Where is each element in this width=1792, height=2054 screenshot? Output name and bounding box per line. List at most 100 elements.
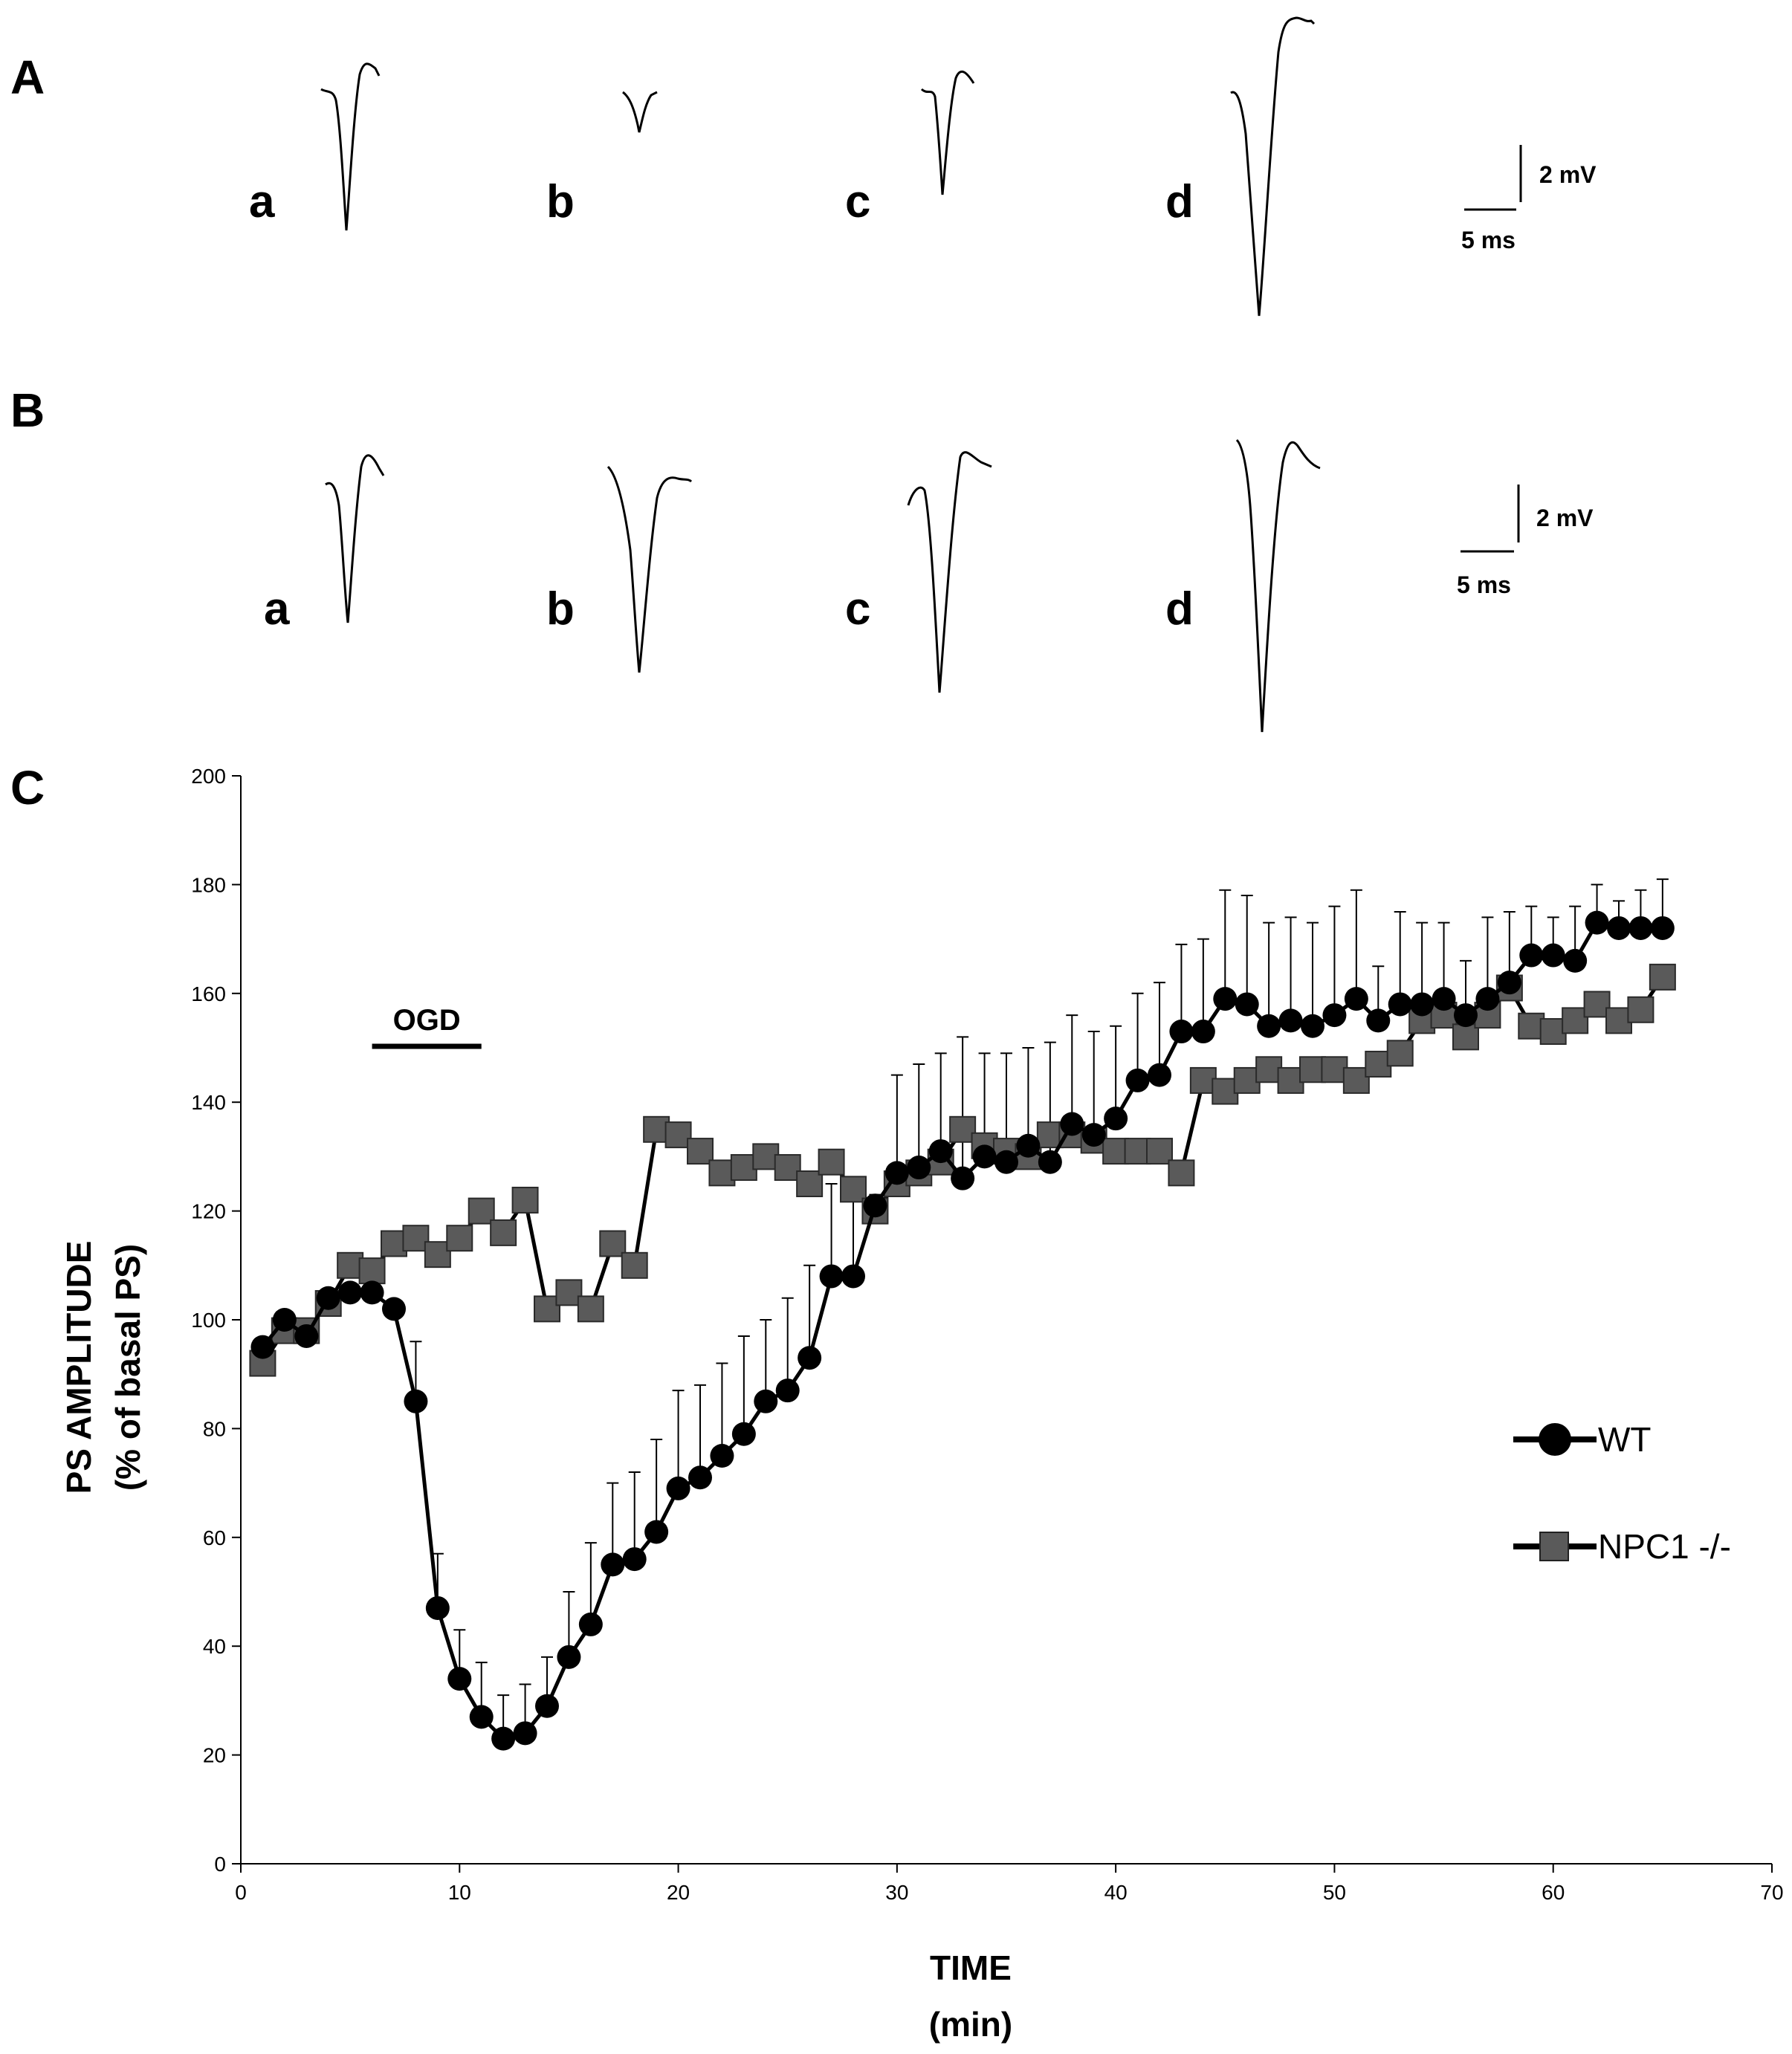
x-tick-label: 40 [1104, 1881, 1128, 1904]
wt-point [1475, 987, 1500, 1011]
panel-b-traces [325, 438, 1321, 733]
panel-a-trace-c [920, 70, 975, 195]
panel-b-trace-label-c: c [845, 583, 870, 635]
panel-c-letter: C [10, 761, 45, 814]
npc1-point [490, 1219, 517, 1246]
wt-point [666, 1476, 690, 1500]
wt-point [272, 1308, 297, 1332]
npc1-point [708, 1159, 736, 1187]
npc1-point [1539, 1018, 1567, 1046]
wt-point [863, 1193, 887, 1218]
wt-point [972, 1144, 997, 1169]
series-npc1 [249, 963, 1676, 1377]
panel-b-trace-a [325, 454, 385, 623]
panel-a-traces [320, 16, 1316, 317]
wt-point [731, 1422, 756, 1446]
wt-point [360, 1280, 384, 1305]
npc1-point [468, 1197, 495, 1225]
wt-point [928, 1139, 953, 1164]
wt-point [294, 1324, 319, 1348]
chart-axes: 0 10 20 30 40 50 60 70 0 20 40 60 80 100 120 140 160 180 2… [191, 765, 1783, 1904]
npc1-point [446, 1225, 473, 1252]
wt-point [491, 1726, 516, 1751]
y-axis-title-line1: PS AMPLITUDE [59, 1241, 98, 1494]
wt-point [710, 1444, 734, 1468]
wt-point [841, 1264, 865, 1289]
npc1-point [1365, 1050, 1392, 1078]
chart-series [249, 910, 1676, 1751]
y-tick-label: 0 [214, 1853, 226, 1876]
chart-legend: WT NPC1 -/- [1513, 1420, 1731, 1566]
wt-point [1497, 971, 1521, 995]
x-axis-title-line2: (min) [929, 2005, 1012, 2044]
panel-a-letter: A [10, 51, 45, 104]
npc1-point [752, 1143, 780, 1170]
panel-b-trace-b [607, 465, 693, 673]
x-tick-label: 20 [667, 1881, 690, 1904]
y-tick-label: 40 [203, 1635, 226, 1658]
wt-point [994, 1150, 1018, 1174]
wt-point [622, 1547, 647, 1572]
npc1-point [1342, 1066, 1370, 1094]
x-tick-label: 50 [1323, 1881, 1346, 1904]
x-tick-label: 10 [448, 1881, 471, 1904]
x-axis-title-line1: TIME [930, 1948, 1012, 1987]
wt-point [951, 1166, 975, 1190]
y-axis-title-line2: (% of basal PS) [109, 1244, 147, 1491]
npc1-point [664, 1121, 692, 1149]
x-tick-label: 0 [235, 1881, 247, 1904]
wt-point [1410, 992, 1434, 1017]
panel-b-trace-label-a: a [264, 583, 290, 635]
panel-a-trace-b [622, 91, 658, 133]
wt-point [688, 1465, 712, 1490]
x-tick-label: 30 [885, 1881, 908, 1904]
wt-point [1628, 916, 1653, 940]
wt-point [404, 1389, 428, 1413]
wt-point [1301, 1014, 1324, 1038]
wt-point [1169, 1020, 1194, 1044]
wt-point [1191, 1020, 1215, 1044]
npc1-point [599, 1230, 627, 1257]
npc1-point [1168, 1159, 1195, 1187]
panel-a-trace-label-b: b [546, 176, 575, 227]
npc1-point [796, 1170, 824, 1197]
npc1-point [555, 1279, 583, 1306]
x-tick-label: 60 [1542, 1881, 1565, 1904]
npc1-point [1583, 991, 1611, 1018]
npc1-point [511, 1186, 539, 1214]
wt-point [1607, 916, 1631, 940]
ogd-label: OGD [393, 1004, 461, 1037]
wt-point [1148, 1063, 1171, 1087]
ogd-annotation: OGD [372, 1004, 482, 1049]
npc1-point [1386, 1040, 1414, 1067]
wt-point [1563, 948, 1588, 973]
npc1-point [1233, 1066, 1261, 1094]
wt-point [775, 1378, 800, 1403]
wt-point [601, 1552, 625, 1577]
y-tick-label: 140 [191, 1091, 226, 1114]
wt-point [907, 1156, 931, 1180]
wt-point [469, 1705, 494, 1729]
wt-point [1388, 992, 1412, 1017]
wt-point [316, 1286, 340, 1310]
wt-point [1125, 1068, 1150, 1092]
wt-point [250, 1335, 275, 1359]
panel-b-trace-label-b: b [546, 583, 575, 635]
npc1-point [424, 1241, 451, 1269]
panel-b-scale-voltage: 2 mV [1536, 505, 1594, 531]
wt-point [884, 1161, 909, 1185]
npc1-point [1627, 996, 1654, 1023]
wt-point [798, 1346, 822, 1370]
panel-a-scale-time: 5 ms [1461, 227, 1516, 253]
npc1-point [621, 1251, 648, 1279]
wt-point [1322, 1003, 1347, 1028]
npc1-point [1124, 1138, 1151, 1165]
wt-point [1235, 992, 1259, 1017]
panel-a-trace-d [1230, 16, 1316, 317]
wt-point [754, 1389, 778, 1413]
npc1-point [687, 1138, 714, 1165]
wt-point [447, 1667, 472, 1691]
npc1-point [1562, 1007, 1589, 1034]
y-tick-label: 200 [191, 765, 226, 788]
